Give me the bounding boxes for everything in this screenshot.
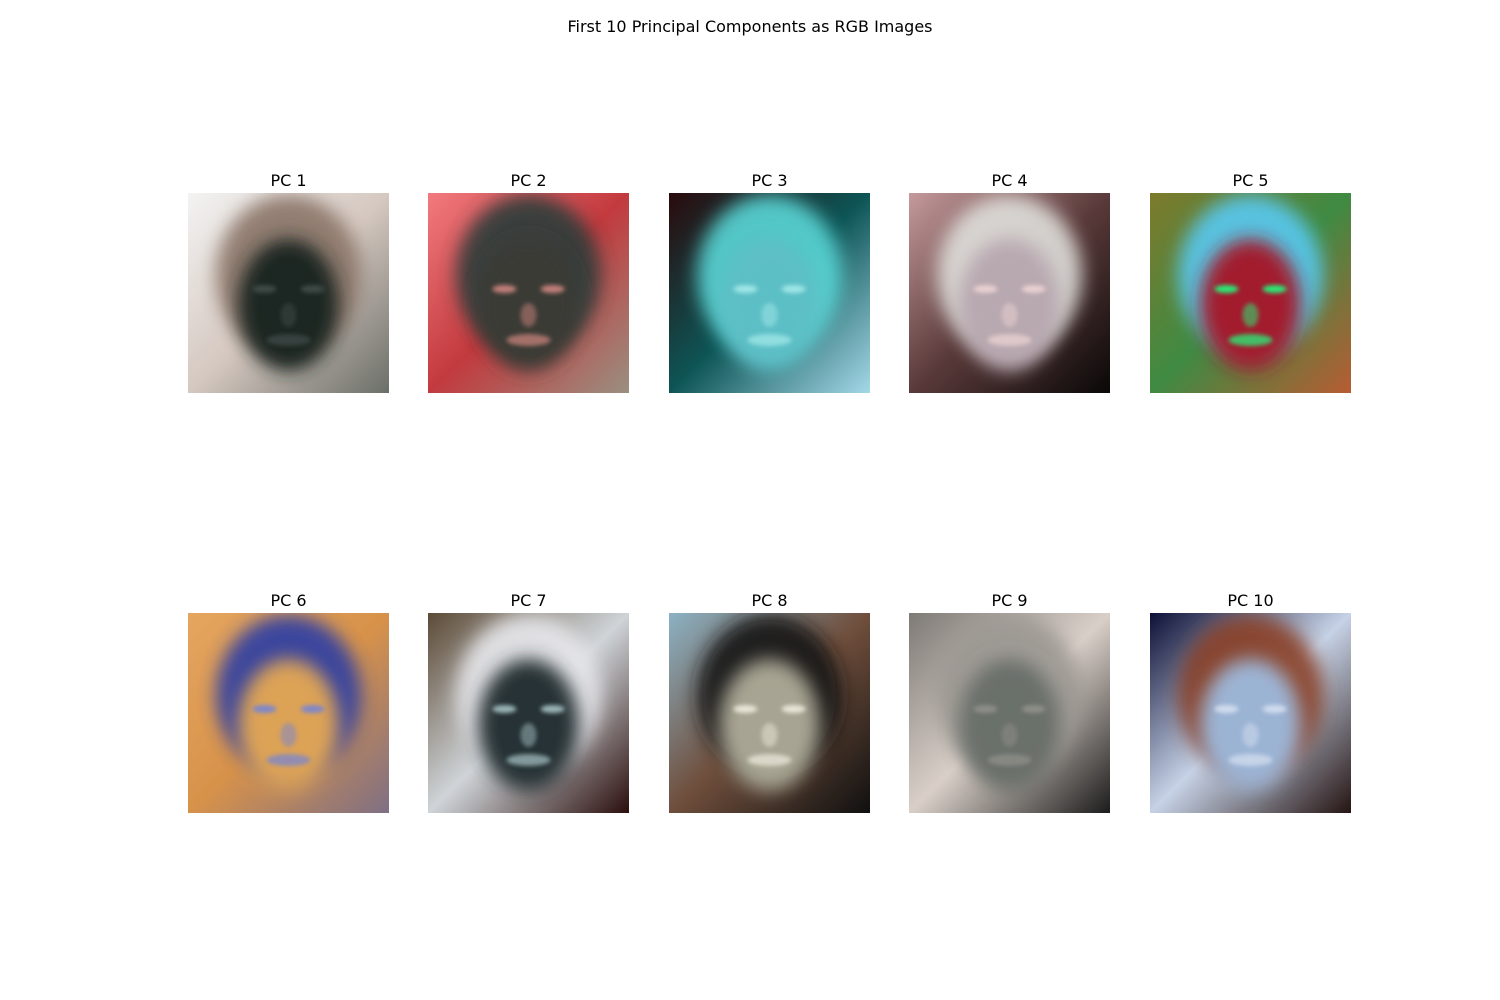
nose — [1242, 303, 1259, 327]
nose — [1001, 303, 1018, 327]
eye-left — [492, 285, 517, 293]
pc-title: PC 1 — [270, 171, 307, 190]
pc-image — [1150, 613, 1351, 813]
pc-image — [428, 193, 629, 393]
pc-title: PC 7 — [510, 591, 547, 610]
pc-image — [1150, 193, 1351, 393]
pc-title: PC 8 — [751, 591, 788, 610]
pc-title: PC 2 — [510, 171, 547, 190]
pc-title: PC 5 — [1232, 171, 1269, 190]
eye-left — [492, 705, 517, 713]
eye-left — [1214, 285, 1239, 293]
pc-title: PC 3 — [751, 171, 788, 190]
eye-right — [1262, 705, 1287, 713]
mouth — [266, 334, 311, 346]
mouth — [747, 754, 792, 766]
pc-image — [188, 193, 389, 393]
eye-right — [1021, 285, 1046, 293]
eye-left — [733, 705, 758, 713]
nose — [280, 303, 297, 327]
mouth — [506, 334, 551, 346]
pc-image — [669, 613, 870, 813]
eye-left — [973, 285, 998, 293]
mouth — [1228, 334, 1273, 346]
eye-right — [540, 285, 565, 293]
eye-left — [973, 705, 998, 713]
eye-right — [300, 285, 325, 293]
eye-left — [252, 705, 277, 713]
mouth — [987, 754, 1032, 766]
pc-title: PC 9 — [991, 591, 1028, 610]
mouth — [747, 334, 792, 346]
nose — [761, 723, 778, 747]
mouth — [506, 754, 551, 766]
eye-right — [781, 705, 806, 713]
pc-image — [188, 613, 389, 813]
eye-right — [1021, 705, 1046, 713]
nose — [761, 303, 778, 327]
eye-right — [1262, 285, 1287, 293]
pc-image — [909, 613, 1110, 813]
pc-image — [909, 193, 1110, 393]
mouth — [266, 754, 311, 766]
nose — [520, 303, 537, 327]
nose — [280, 723, 297, 747]
nose — [1001, 723, 1018, 747]
pc-title: PC 10 — [1227, 591, 1274, 610]
mouth — [987, 334, 1032, 346]
pc-image — [428, 613, 629, 813]
pc-image — [669, 193, 870, 393]
pc-title: PC 6 — [270, 591, 307, 610]
eye-right — [781, 285, 806, 293]
mouth — [1228, 754, 1273, 766]
figure-title: First 10 Principal Components as RGB Ima… — [567, 17, 933, 36]
eye-left — [733, 285, 758, 293]
pc-title: PC 4 — [991, 171, 1028, 190]
nose — [1242, 723, 1259, 747]
eye-right — [540, 705, 565, 713]
eye-left — [1214, 705, 1239, 713]
eye-left — [252, 285, 277, 293]
nose — [520, 723, 537, 747]
eye-right — [300, 705, 325, 713]
